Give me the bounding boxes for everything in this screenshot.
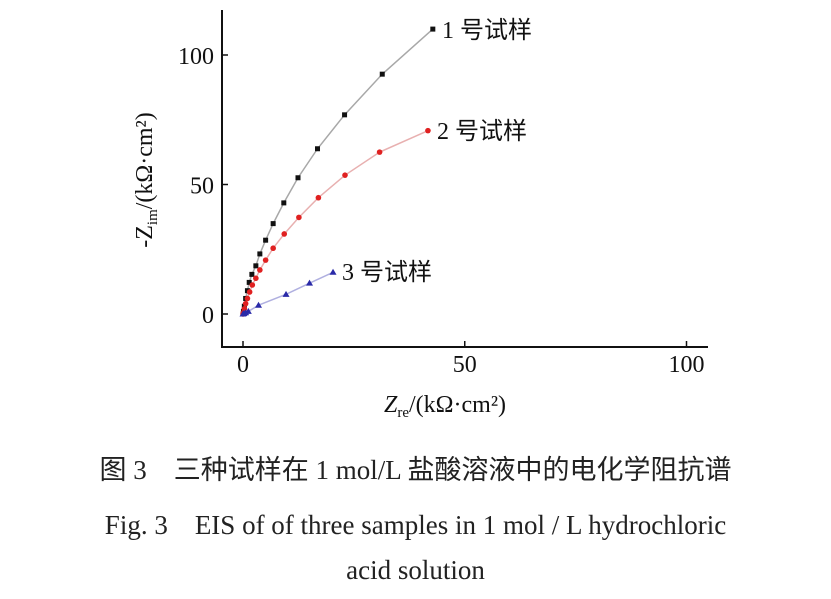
data-point: [296, 214, 302, 221]
data-point: [281, 200, 287, 206]
caption-zh: 图 3 三种试样在 1 mol/L 盐酸溶液中的电化学阻抗谱: [99, 455, 732, 485]
y-tick-label: 100: [178, 44, 214, 70]
data-point: [244, 307, 252, 314]
series-2: [240, 127, 431, 317]
x-tick-label: 50: [453, 352, 477, 378]
data-point: [342, 112, 348, 118]
series-label-3: 3 号试样: [342, 259, 432, 286]
data-point: [281, 231, 288, 237]
data-point: [315, 146, 321, 152]
series-3: [239, 268, 337, 317]
data-point: [270, 245, 276, 252]
data-point: [249, 282, 256, 288]
data-point: [430, 26, 436, 32]
data-point: [282, 290, 290, 297]
data-point: [253, 275, 259, 282]
data-point: [263, 237, 269, 243]
caption-en-line1: Fig. 3 EIS of of three samples in 1 mol …: [104, 510, 727, 540]
y-tick-label: 0: [202, 303, 214, 329]
data-point: [376, 149, 383, 155]
y-tick-label: 50: [190, 174, 214, 200]
data-point: [257, 267, 263, 273]
data-point: [262, 257, 269, 263]
data-point: [342, 172, 348, 178]
x-tick-label: 0: [237, 352, 249, 378]
data-point: [295, 175, 301, 181]
data-point: [425, 127, 431, 134]
caption-en-line2: acid solution: [346, 555, 485, 585]
data-point: [242, 300, 249, 307]
data-point: [306, 279, 314, 286]
axes: [221, 10, 708, 348]
data-point: [315, 194, 322, 201]
data-point: [379, 71, 385, 77]
x-tick-label: 100: [669, 352, 705, 378]
data-point: [329, 268, 337, 275]
data-point: [255, 301, 263, 308]
data-point: [257, 251, 263, 257]
series-label-2: 2 号试样: [437, 118, 527, 145]
data-point: [246, 279, 252, 285]
data-point: [244, 295, 251, 302]
data-point: [270, 221, 276, 227]
y-axis-label: -Zim/(kΩ·cm²): [132, 112, 161, 248]
x-axis-label: Zre/(kΩ·cm²): [384, 392, 506, 421]
data-point: [249, 271, 255, 277]
series-label-1: 1 号试样: [442, 17, 532, 44]
data-point: [253, 263, 259, 269]
data-point: [246, 289, 253, 295]
